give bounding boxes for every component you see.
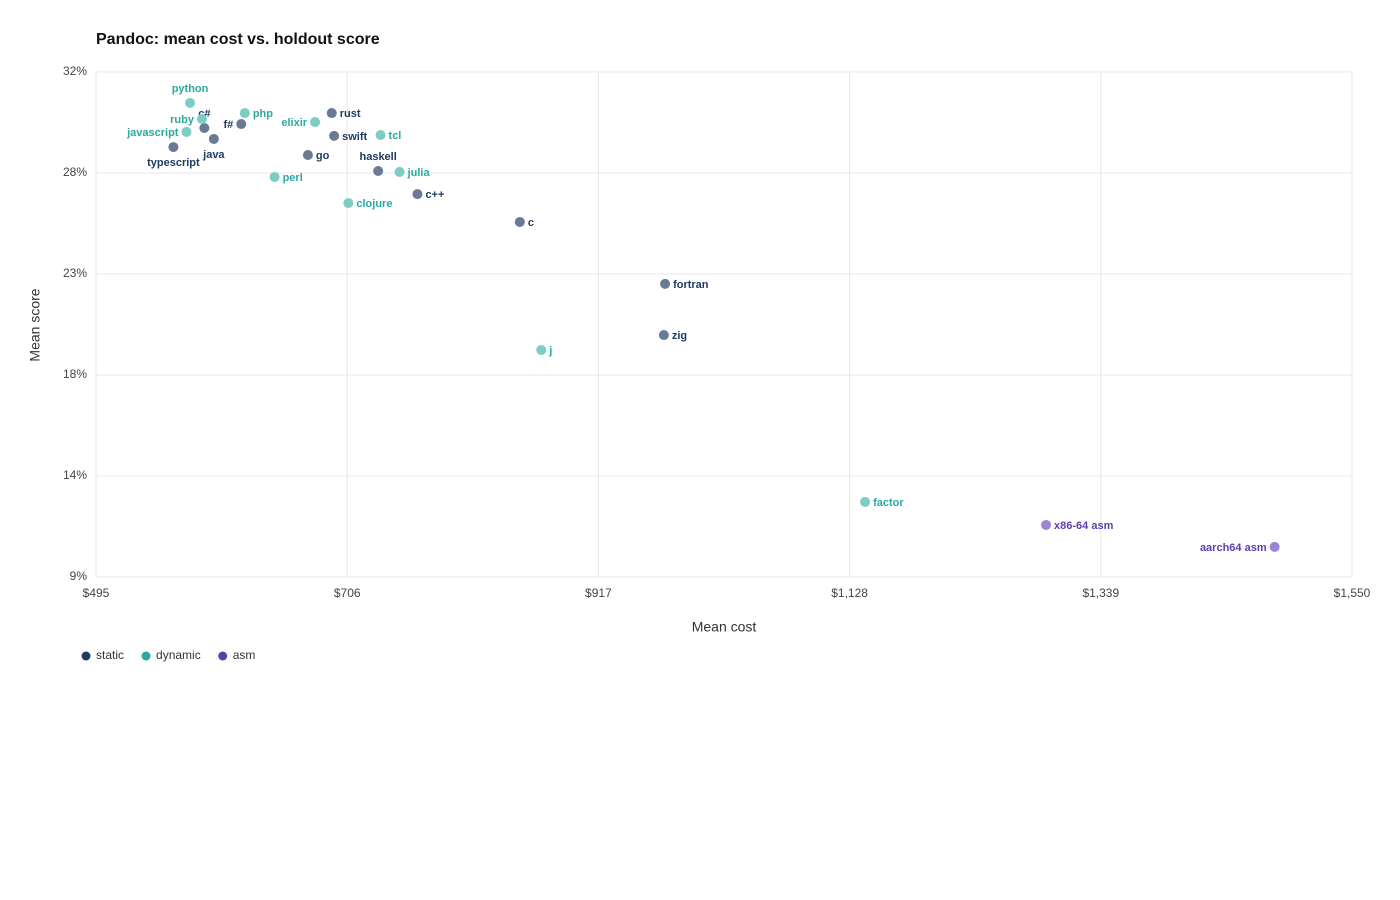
y-tick-label: 28% bbox=[63, 165, 87, 179]
point bbox=[660, 278, 671, 289]
point-label: go bbox=[316, 150, 330, 162]
point bbox=[310, 117, 321, 128]
point-label: factor bbox=[873, 497, 904, 509]
point-label: tcl bbox=[389, 130, 402, 142]
point bbox=[196, 113, 207, 124]
point-label: swift bbox=[342, 131, 367, 143]
point bbox=[412, 189, 423, 200]
point-label: c++ bbox=[425, 189, 444, 201]
point bbox=[536, 344, 547, 355]
y-tick-label: 18% bbox=[63, 367, 87, 381]
x-tick-label: $495 bbox=[83, 586, 110, 600]
point bbox=[1041, 519, 1052, 530]
point bbox=[375, 130, 386, 141]
point bbox=[1269, 541, 1280, 552]
point-label: haskell bbox=[359, 151, 396, 163]
point bbox=[329, 130, 340, 141]
point-label: javascript bbox=[126, 127, 179, 139]
point bbox=[860, 496, 871, 507]
point bbox=[269, 171, 280, 182]
legend-marker bbox=[218, 651, 228, 661]
point-label: clojure bbox=[356, 198, 392, 210]
point bbox=[658, 330, 669, 341]
x-tick-label: $917 bbox=[585, 586, 612, 600]
y-tick-label: 14% bbox=[63, 468, 87, 482]
point bbox=[514, 216, 525, 227]
y-axis-title: Mean score bbox=[27, 288, 43, 361]
point-label: php bbox=[253, 108, 273, 120]
point bbox=[208, 133, 219, 144]
point bbox=[181, 126, 192, 137]
point-label: julia bbox=[407, 167, 431, 179]
point-label: f# bbox=[223, 119, 233, 131]
point bbox=[373, 166, 384, 177]
legend-label: dynamic bbox=[156, 648, 201, 662]
point-label: j bbox=[548, 345, 552, 357]
point-label: aarch64 asm bbox=[1200, 542, 1267, 554]
x-tick-label: $1,128 bbox=[831, 586, 868, 600]
point-label: java bbox=[202, 149, 225, 161]
y-tick-label: 23% bbox=[63, 266, 87, 280]
y-tick-label: 9% bbox=[70, 569, 88, 583]
legend-marker bbox=[81, 651, 91, 661]
point-label: zig bbox=[672, 330, 687, 342]
legend-label: static bbox=[96, 648, 124, 662]
point bbox=[343, 198, 354, 209]
point bbox=[326, 108, 337, 119]
point-label: perl bbox=[283, 172, 303, 184]
point bbox=[394, 166, 405, 177]
legend-label: asm bbox=[233, 648, 256, 662]
point bbox=[168, 142, 179, 153]
point-label: ruby bbox=[170, 114, 195, 126]
point bbox=[302, 149, 313, 160]
point-label: typescript bbox=[147, 157, 200, 169]
point-label: fortran bbox=[673, 279, 709, 291]
y-tick-label: 32% bbox=[63, 64, 87, 78]
chart-title: Pandoc: mean cost vs. holdout score bbox=[96, 31, 380, 48]
x-tick-label: $706 bbox=[334, 586, 361, 600]
point bbox=[185, 97, 196, 108]
point bbox=[236, 119, 247, 130]
point bbox=[199, 122, 210, 133]
point-label: elixir bbox=[281, 117, 307, 129]
x-axis-title: Mean cost bbox=[692, 619, 757, 635]
point-label: c bbox=[528, 217, 534, 229]
x-tick-label: $1,550 bbox=[1334, 586, 1371, 600]
legend-marker bbox=[141, 651, 151, 661]
point-label: python bbox=[172, 83, 209, 95]
point-label: x86-64 asm bbox=[1054, 520, 1114, 532]
point-label: rust bbox=[340, 108, 361, 120]
point bbox=[239, 108, 250, 119]
x-tick-label: $1,339 bbox=[1082, 586, 1119, 600]
